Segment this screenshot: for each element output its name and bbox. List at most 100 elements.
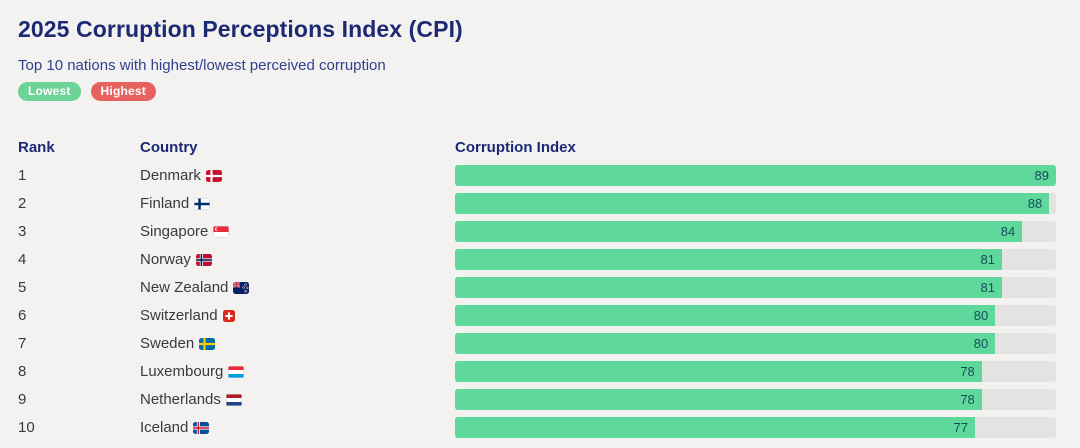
country-name: Norway bbox=[140, 251, 191, 269]
table-header-row: Rank Country Corruption Index bbox=[18, 134, 1056, 162]
country-name: Iceland bbox=[140, 419, 189, 437]
no-flag-icon bbox=[195, 253, 212, 266]
country-name: Denmark bbox=[140, 167, 201, 185]
table-row: 3 Singapore 84 bbox=[18, 218, 1056, 246]
se-flag-icon bbox=[199, 337, 216, 350]
dk-flag-icon bbox=[205, 169, 222, 182]
rank-cell: 2 bbox=[18, 195, 27, 213]
country-cell: Finland bbox=[140, 195, 455, 212]
bar-track: 80 bbox=[455, 305, 1056, 327]
ch-flag-icon bbox=[222, 309, 235, 322]
bar-cell: 80 bbox=[455, 305, 1056, 327]
country-name: Sweden bbox=[140, 335, 195, 353]
country-cell: Iceland bbox=[140, 419, 455, 436]
bar-track: 84 bbox=[455, 221, 1056, 243]
value-bar: 80 bbox=[455, 333, 996, 355]
value-bar: 81 bbox=[455, 249, 1002, 271]
bar-track: 77 bbox=[455, 417, 1056, 439]
bar-value-label: 78 bbox=[960, 364, 975, 380]
bar-value-label: 78 bbox=[960, 392, 975, 408]
bar-cell: 81 bbox=[455, 277, 1056, 299]
table-row: 5 New Zealand 81 bbox=[18, 274, 1056, 302]
table-row: 7 Sweden 80 bbox=[18, 330, 1056, 358]
bar-track: 81 bbox=[455, 277, 1056, 299]
bar-cell: 89 bbox=[455, 165, 1056, 187]
rank-column-header: Rank bbox=[18, 139, 55, 157]
table-row: 9 Netherlands 78 bbox=[18, 386, 1056, 414]
value-bar: 88 bbox=[455, 193, 1050, 215]
rank-cell: 4 bbox=[18, 251, 27, 269]
rank-cell: 10 bbox=[18, 419, 35, 437]
bar-cell: 78 bbox=[455, 361, 1056, 383]
table-row: 4 Norway 81 bbox=[18, 246, 1056, 274]
rank-cell: 3 bbox=[18, 223, 27, 241]
sg-flag-icon bbox=[213, 225, 230, 238]
value-bar: 81 bbox=[455, 277, 1002, 299]
bar-value-label: 88 bbox=[1027, 196, 1043, 212]
lu-flag-icon bbox=[228, 365, 245, 378]
rank-cell: 7 bbox=[18, 335, 27, 353]
country-cell: Netherlands bbox=[140, 391, 455, 408]
country-name: Switzerland bbox=[140, 307, 218, 325]
value-bar: 77 bbox=[455, 417, 975, 439]
country-cell: Singapore bbox=[140, 223, 455, 240]
nz-flag-icon bbox=[233, 281, 250, 294]
rank-cell: 5 bbox=[18, 279, 27, 297]
country-column-header: Country bbox=[140, 139, 198, 157]
legend-badge-highest: Highest bbox=[90, 81, 156, 101]
legend: Lowest Highest bbox=[18, 81, 1056, 101]
page-title: 2025 Corruption Perceptions Index (CPI) bbox=[18, 16, 463, 42]
table-row: 2 Finland 88 bbox=[18, 190, 1056, 218]
table-row: 10 Iceland 77 bbox=[18, 414, 1056, 442]
is-flag-icon bbox=[193, 421, 210, 434]
bar-value-label: 80 bbox=[973, 336, 989, 352]
page-subtitle: Top 10 nations with highest/lowest perce… bbox=[18, 56, 386, 74]
country-name: New Zealand bbox=[140, 279, 229, 297]
country-cell: Switzerland bbox=[140, 307, 455, 324]
bar-track: 89 bbox=[455, 165, 1056, 187]
table-row: 8 Luxembourg 78 bbox=[18, 358, 1056, 386]
index-column-header: Corruption Index bbox=[455, 139, 576, 157]
table-row: 1 Denmark 89 bbox=[18, 162, 1056, 190]
value-bar: 78 bbox=[455, 361, 982, 383]
bar-track: 88 bbox=[455, 193, 1056, 215]
table-body: 1 Denmark 89 2 Finland 88 3 bbox=[18, 162, 1056, 442]
country-cell: Norway bbox=[140, 251, 455, 268]
table-row: 6 Switzerland 80 bbox=[18, 302, 1056, 330]
bar-track: 78 bbox=[455, 389, 1056, 411]
bar-value-label: 77 bbox=[953, 420, 968, 436]
bar-value-label: 81 bbox=[980, 280, 995, 296]
bar-value-label: 89 bbox=[1034, 168, 1049, 184]
bar-value-label: 81 bbox=[980, 252, 995, 268]
country-name: Netherlands bbox=[140, 391, 221, 409]
bar-value-label: 80 bbox=[973, 308, 989, 324]
bar-cell: 78 bbox=[455, 389, 1056, 411]
country-cell: Luxembourg bbox=[140, 363, 455, 380]
bar-value-label: 84 bbox=[1000, 224, 1016, 240]
value-bar: 80 bbox=[455, 305, 996, 327]
value-bar: 78 bbox=[455, 389, 982, 411]
bar-cell: 81 bbox=[455, 249, 1056, 271]
rank-cell: 1 bbox=[18, 167, 27, 185]
value-bar: 89 bbox=[455, 165, 1056, 187]
rank-cell: 6 bbox=[18, 307, 27, 325]
bar-track: 78 bbox=[455, 361, 1056, 383]
bar-cell: 80 bbox=[455, 333, 1056, 355]
cpi-table: Rank Country Corruption Index 1 Denmark … bbox=[18, 134, 1056, 442]
nl-flag-icon bbox=[225, 393, 242, 406]
country-cell: Sweden bbox=[140, 335, 455, 352]
bar-track: 80 bbox=[455, 333, 1056, 355]
country-name: Luxembourg bbox=[140, 363, 224, 381]
country-name: Singapore bbox=[140, 223, 209, 241]
bar-cell: 84 bbox=[455, 221, 1056, 243]
fi-flag-icon bbox=[194, 197, 211, 210]
rank-cell: 9 bbox=[18, 391, 27, 409]
bar-cell: 77 bbox=[455, 417, 1056, 439]
legend-badge-lowest: Lowest bbox=[18, 81, 81, 101]
country-cell: Denmark bbox=[140, 167, 455, 184]
country-name: Finland bbox=[140, 195, 190, 213]
rank-cell: 8 bbox=[18, 363, 27, 381]
bar-cell: 88 bbox=[455, 193, 1056, 215]
country-cell: New Zealand bbox=[140, 279, 455, 296]
value-bar: 84 bbox=[455, 221, 1023, 243]
